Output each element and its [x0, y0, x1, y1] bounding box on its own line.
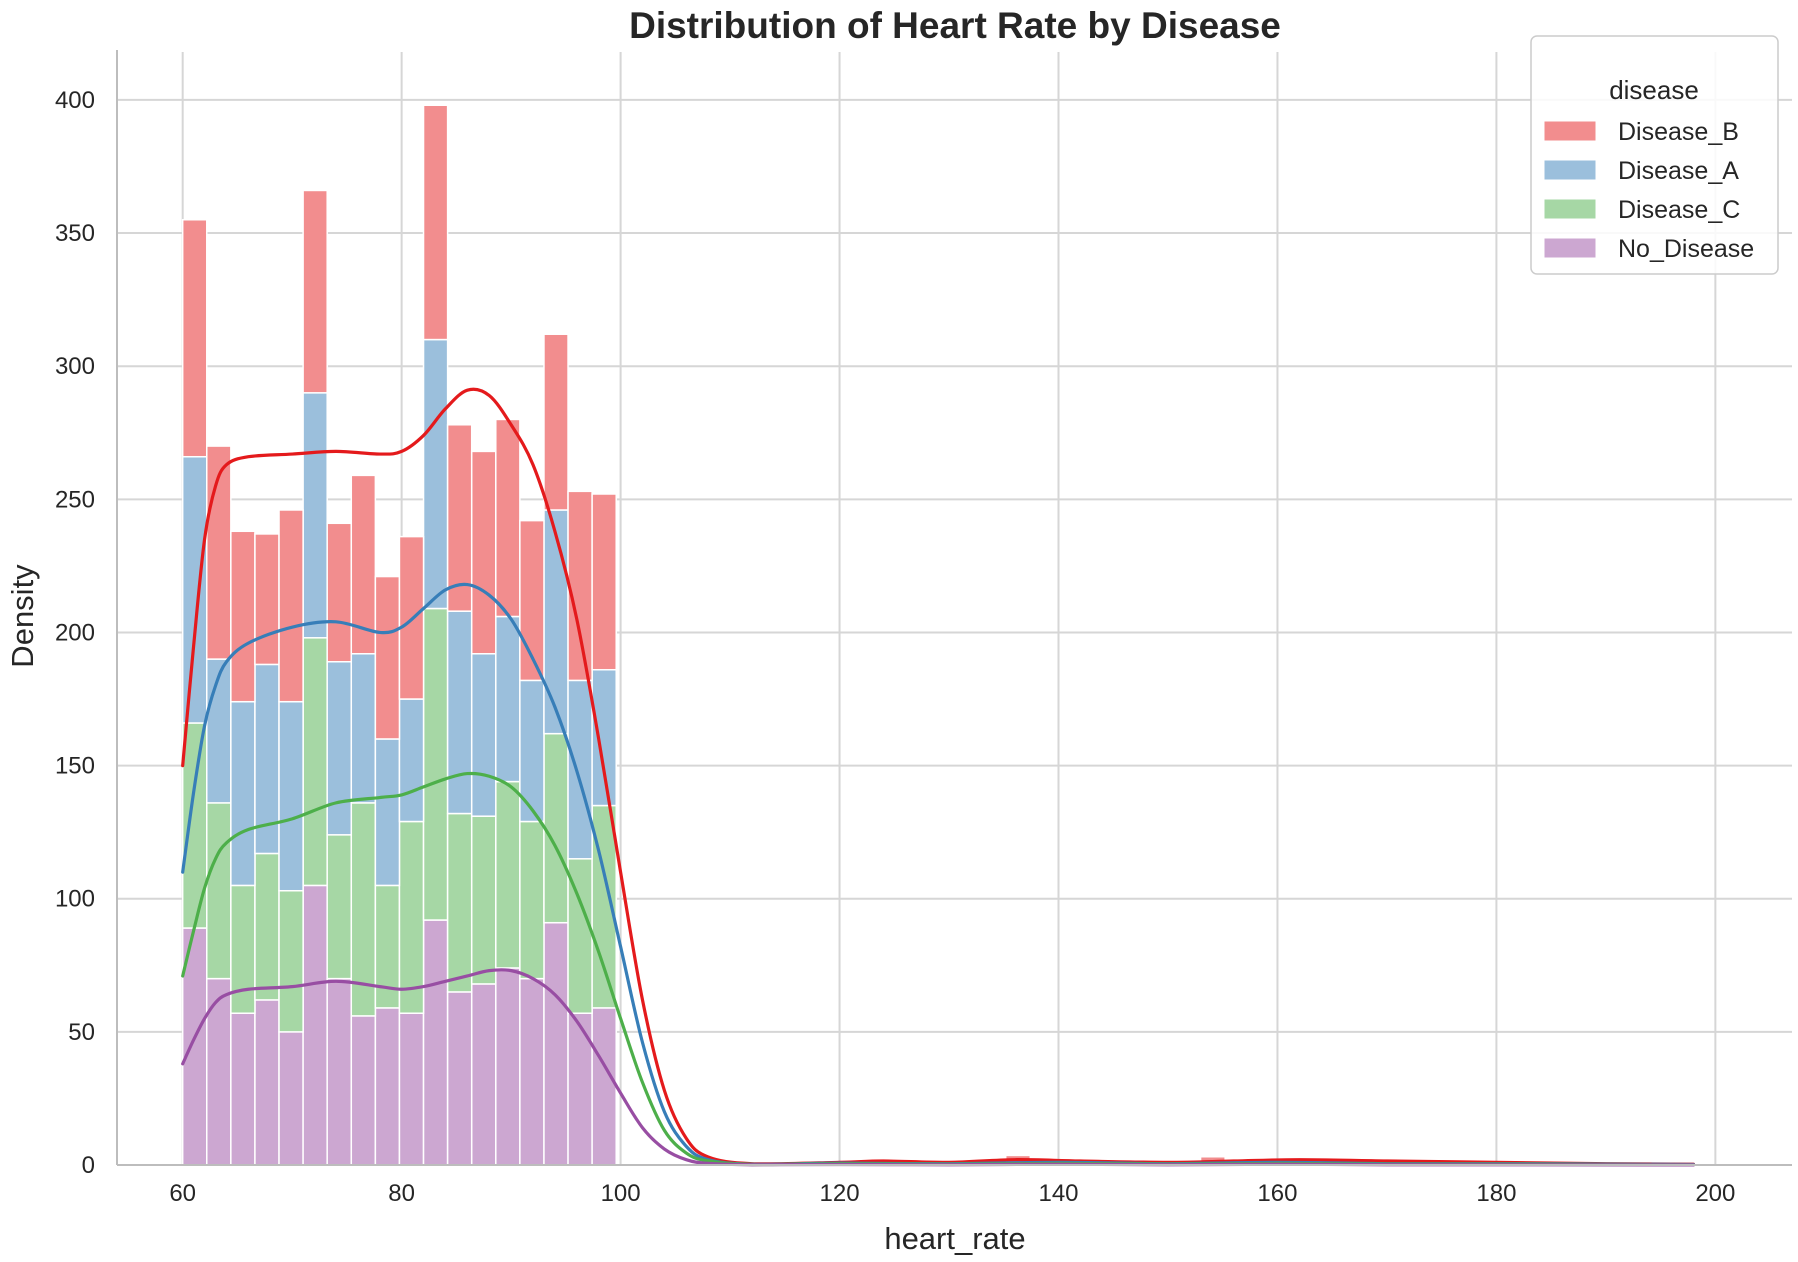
histogram-bar — [350, 1015, 377, 1166]
histogram-bar — [350, 474, 377, 655]
legend-title: disease — [1609, 75, 1699, 105]
histogram-bar — [302, 884, 328, 1166]
histogram-bar — [446, 610, 473, 815]
histogram-bar — [470, 815, 497, 985]
histogram-bar — [206, 802, 232, 980]
histogram-bar — [495, 967, 521, 1166]
histogram-bar — [278, 509, 304, 703]
histogram-bar — [398, 535, 425, 700]
histogram-bar — [567, 490, 593, 682]
legend-swatch-no-disease — [1543, 237, 1597, 259]
histogram-bar — [230, 700, 256, 887]
x-tick-label: 200 — [1695, 1180, 1735, 1207]
histogram-bar — [230, 884, 256, 1014]
histogram-bar — [591, 668, 617, 807]
histogram-bar — [495, 615, 521, 783]
histogram-bar — [422, 338, 449, 610]
x-tick-label: 80 — [388, 1180, 415, 1207]
y-tick-label: 300 — [55, 353, 95, 380]
histogram-bar — [543, 921, 569, 1166]
chart-title: Distribution of Heart Rate by Disease — [629, 5, 1281, 46]
histogram-bar — [254, 999, 280, 1166]
y-axis-title: Density — [5, 564, 40, 668]
histogram-bar — [326, 522, 353, 663]
histogram-bar — [302, 392, 328, 639]
histogram-bar — [230, 530, 256, 703]
histogram-bar — [567, 1012, 593, 1166]
histogram-bar — [302, 189, 328, 394]
histogram-bar — [470, 983, 497, 1166]
histogram-bar — [519, 977, 545, 1166]
histogram-bar — [398, 820, 425, 1014]
histogram-bar — [422, 919, 449, 1166]
y-tick-label: 350 — [55, 220, 95, 247]
legend-swatch-disease-c — [1543, 198, 1597, 220]
x-tick-label: 100 — [601, 1180, 641, 1207]
histogram-bar — [326, 834, 353, 980]
legend-label-no-disease: No_Disease — [1618, 235, 1754, 263]
histogram-bar — [446, 991, 473, 1166]
histogram-bar — [398, 1012, 425, 1166]
histogram-bar — [278, 889, 304, 1033]
histogram-bar — [591, 1007, 617, 1166]
legend-label-disease-a: Disease_A — [1618, 157, 1739, 185]
histogram-bar — [254, 533, 280, 666]
histogram-bar — [519, 820, 545, 980]
legend-label-disease-c: Disease_C — [1618, 196, 1740, 224]
x-tick-label: 140 — [1038, 1180, 1078, 1207]
histogram-bar — [398, 698, 425, 823]
axes: 60 80 100 120 140 160 180 200 0 50 100 150 200 250 300… — [55, 50, 1792, 1207]
legend-label-disease-b: Disease_B — [1618, 118, 1739, 146]
legend-swatch-disease-a — [1543, 159, 1597, 181]
histogram-bar — [470, 450, 497, 655]
histogram-bar — [206, 658, 232, 804]
histogram-bars — [181, 104, 1416, 1166]
y-tick-label: 400 — [55, 87, 95, 114]
histogram-bar — [181, 455, 208, 724]
histogram-bar — [374, 575, 401, 740]
histogram-bar — [470, 653, 497, 817]
x-tick-label: 60 — [169, 1180, 196, 1207]
histogram-bar — [422, 607, 449, 921]
y-tick-label: 200 — [55, 619, 95, 646]
histogram-bar — [230, 1012, 256, 1166]
x-axis-title: heart_rate — [884, 1221, 1025, 1256]
y-tick-label: 0 — [82, 1152, 95, 1179]
histogram-bar — [302, 637, 328, 887]
histogram-bar — [422, 104, 449, 341]
histogram-bar — [326, 661, 353, 836]
histogram-bar — [278, 1031, 304, 1166]
histogram-bar — [446, 812, 473, 993]
histogram-bar — [350, 653, 377, 804]
histogram-bar — [374, 1007, 401, 1166]
histogram-bar — [495, 780, 521, 969]
histogram-bar — [374, 738, 401, 887]
histogram-bar — [591, 493, 617, 671]
histogram-bar — [326, 977, 353, 1166]
histogram-bar — [543, 333, 569, 511]
y-tick-label: 50 — [68, 1019, 95, 1046]
histogram-bar — [543, 732, 569, 924]
legend: disease Disease_B Disease_A Disease_C No_Di… — [1530, 35, 1779, 275]
y-tick-label: 250 — [55, 486, 95, 513]
y-tick-label: 150 — [55, 753, 95, 780]
histogram-bar — [567, 679, 593, 860]
x-tick-label: 160 — [1257, 1180, 1297, 1207]
histogram-bar — [495, 418, 521, 618]
x-tick-label: 120 — [820, 1180, 860, 1207]
histogram-bar — [278, 700, 304, 892]
histogram-bar — [181, 218, 208, 458]
y-tick-label: 100 — [55, 886, 95, 913]
legend-swatch-disease-b — [1543, 120, 1597, 142]
histogram-bar — [254, 852, 280, 1001]
x-tick-label: 180 — [1476, 1180, 1516, 1207]
histogram-bar — [543, 509, 569, 735]
kde-curves — [181, 387, 1696, 1167]
